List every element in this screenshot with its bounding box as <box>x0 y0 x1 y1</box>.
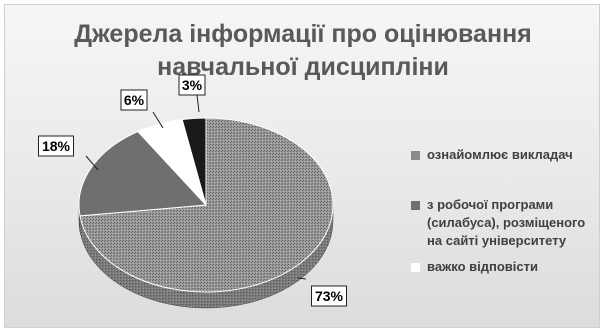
legend-item: з робочої програми (силабуса), розміщено… <box>411 196 585 250</box>
legend-label: важко відповісти <box>427 259 538 274</box>
legend-swatch <box>411 263 420 272</box>
legend-item: важко відповісти <box>411 258 538 276</box>
leader-line <box>152 111 164 129</box>
data-label-box <box>38 135 74 157</box>
data-label: 18% <box>42 138 71 154</box>
pie-slices <box>78 117 334 309</box>
legend-label-line: на сайті університету <box>427 233 567 248</box>
chart-title: Джерела інформації про оцінювання навчал… <box>0 18 606 84</box>
data-label-box <box>178 74 206 96</box>
data-label-box <box>120 89 148 111</box>
legend-label: ознайомлює викладач <box>427 147 573 162</box>
data-label: 6% <box>124 92 145 108</box>
data-labels: 73% 18% 6% 3% <box>38 74 347 307</box>
legend-label-line: (силабуса), розміщеного <box>427 215 586 230</box>
chart-title-line-2: навчальної дисципліни <box>157 53 449 81</box>
chart-title-line-1: Джерела інформації про оцінювання <box>74 20 532 48</box>
legend-item: ознайомлює викладач <box>411 146 573 164</box>
pie-slice <box>78 130 208 217</box>
legend-swatch <box>411 151 420 160</box>
data-label: 73% <box>315 288 344 304</box>
leader-line <box>85 155 99 171</box>
pie-slice <box>181 117 207 206</box>
leader-line <box>196 94 200 113</box>
data-label: 3% <box>182 77 203 93</box>
leader-line <box>297 277 307 280</box>
data-label-box <box>311 285 347 307</box>
legend-swatch <box>411 201 420 210</box>
legend-label-line: з робочої програми <box>427 197 554 212</box>
